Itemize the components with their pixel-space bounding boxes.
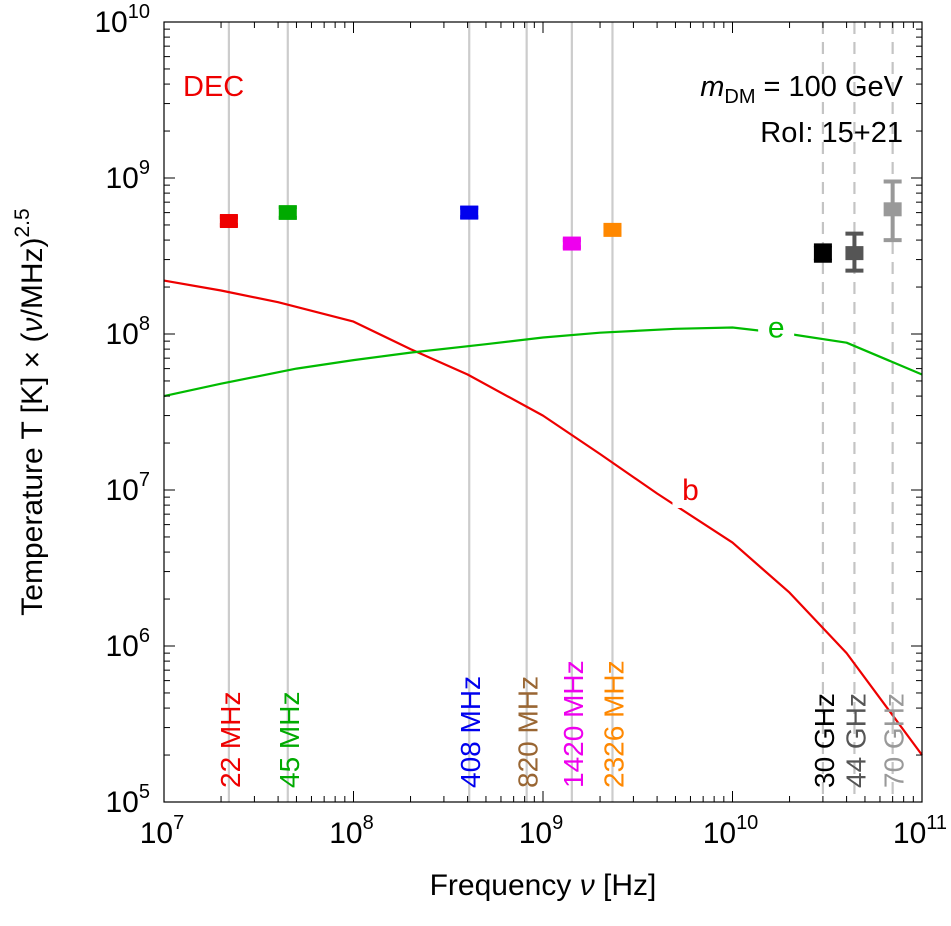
frequency-marker-label: 30 GHz [809,693,840,788]
tick-base: 10 [140,817,173,850]
curve-label-e: e [768,312,785,345]
tick-exponent: 10 [736,812,758,834]
axis-ticks [163,21,923,803]
x-tick-label: 109 [519,812,564,850]
x-axis-label: Frequency ν [Hz] [430,869,657,902]
tick-base: 10 [106,474,139,507]
tick-base: 10 [329,817,362,850]
frequency-marker-label: 22 MHz [215,692,246,788]
data-point [603,222,622,237]
data-point [845,231,864,273]
tick-exponent: 9 [139,157,150,179]
mass-subscript: DM [724,86,755,108]
frequency-marker-label: 820 MHz [513,676,544,788]
x-axis-unit: [Hz] [603,869,656,902]
frequency-marker-label: 70 GHz [879,693,910,788]
frequency-marker-labels: 22 MHz 45 MHz 408 MHz 820 MHz 1420 MHz 2326 M… [215,660,910,788]
y-axis-symbol: ν [16,318,49,333]
frequency-marker-label: 44 GHz [840,693,871,788]
data-point [219,214,238,229]
tick-exponent: 7 [173,812,184,834]
tick-base: 10 [94,6,127,39]
data-points [219,179,902,273]
curve-label-backdrop [758,305,795,346]
data-point [460,205,479,220]
tick-base: 10 [703,817,736,850]
y-tick-label: 106 [106,625,151,663]
data-point [278,205,297,220]
curve-labels: be [672,305,795,508]
point-marker [278,205,297,220]
frequency-marker-label: 2326 MHz [598,660,629,788]
point-marker [845,246,864,261]
tick-exponent: 11 [926,812,947,834]
mass-value: = 100 GeV [764,71,904,103]
tick-exponent: 6 [139,625,150,647]
tick-base: 10 [893,817,926,850]
x-axis-title: Frequency [430,869,572,902]
frequency-marker-label: 45 MHz [274,692,305,788]
roi-annotation: RoI: 15+21 [760,117,903,149]
frequency-marker-label: 408 MHz [455,676,486,788]
y-tick-label: 105 [106,781,151,819]
y-axis-title: Temperature T [K] × ( [16,332,49,615]
point-marker [460,205,479,220]
y-axis-exponent: 2.5 [11,208,34,237]
tick-exponent: 9 [552,812,563,834]
tick-base: 10 [106,318,139,351]
curve-label-b: b [682,474,699,507]
curve-b-line [163,279,923,756]
point-marker [219,214,238,229]
x-tick-label: 108 [329,812,374,850]
y-tick-label: 107 [106,469,151,507]
y-axis-label: Temperature T [K] × (ν/MHz)2.5 [11,208,49,615]
tick-exponent: 5 [139,781,150,803]
tick-exponent: 10 [128,1,150,23]
frequency-marker-lines [227,22,894,802]
x-tick-label: 1010 [703,812,759,850]
x-tick-label: 1011 [893,812,947,850]
data-point [813,243,832,263]
tick-base: 10 [106,630,139,663]
tick-base: 10 [106,162,139,195]
data-point [883,179,902,243]
y-tick-label: 1010 [94,1,150,39]
point-marker [603,222,622,237]
data-point [562,236,581,251]
tick-exponent: 7 [139,469,150,491]
point-marker [562,236,581,251]
mass-annotation: mDM = 100 GeV [700,71,903,108]
y-tick-label: 108 [106,313,151,351]
x-tick-label: 107 [140,812,185,850]
mass-symbol: m [700,71,724,103]
frequency-marker-label: 1420 MHz [558,660,589,788]
point-marker [883,202,902,217]
y-axis-unit: /MHz) [16,238,49,318]
y-tick-label: 109 [106,157,151,195]
point-marker [813,246,832,261]
tick-base: 10 [519,817,552,850]
curve-label-backdrop [672,468,709,508]
corner-label-dec: DEC [183,71,244,103]
tick-exponent: 8 [363,812,374,834]
x-axis-symbol: ν [580,869,595,902]
tick-base: 10 [106,786,139,819]
tick-exponent: 8 [139,313,150,335]
